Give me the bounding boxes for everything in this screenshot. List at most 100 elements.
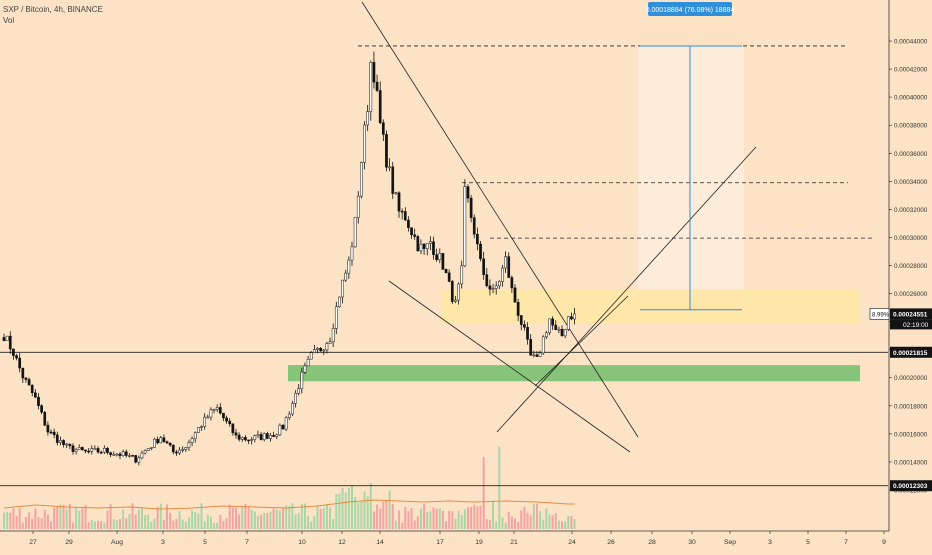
candle (551, 316, 554, 330)
candle (463, 179, 467, 268)
candle-body (391, 166, 395, 194)
price-tick-label: 0.00018000 (894, 403, 928, 410)
candle-body (12, 348, 15, 356)
candle-body (516, 301, 520, 316)
volume-bar (87, 522, 90, 529)
volume-bar (285, 505, 288, 529)
volume-bar (231, 507, 234, 529)
volume-bar (288, 506, 291, 529)
candle (472, 214, 476, 239)
volume-bar (81, 508, 84, 529)
candle-body (2, 337, 6, 341)
price-tick-label: 0.00026000 (894, 291, 928, 298)
candle (381, 119, 385, 141)
candle (43, 410, 47, 427)
volume-bar (272, 508, 275, 529)
candle-body (444, 268, 448, 274)
candle (366, 104, 370, 132)
candle (178, 447, 181, 455)
candle-body (331, 328, 335, 343)
candle (149, 447, 153, 451)
candle-body (99, 451, 103, 454)
candle (334, 301, 338, 335)
price-tick-label: 0.00036000 (894, 151, 928, 158)
candle-body (573, 313, 576, 320)
volume-bar (532, 503, 535, 529)
candle (206, 414, 210, 419)
candle-body (124, 451, 128, 456)
volume-bar (539, 510, 542, 529)
volume-bar (545, 508, 548, 529)
candle-body (165, 441, 169, 444)
candle-body (366, 111, 370, 126)
candle-body (309, 352, 313, 360)
candle-body (535, 354, 539, 357)
candle (49, 429, 53, 435)
candle-body (341, 279, 344, 298)
candle (319, 347, 322, 353)
candle-body (265, 433, 269, 439)
volume-bar (322, 508, 325, 529)
candle (281, 423, 285, 430)
time-tick-label: 30 (688, 539, 696, 546)
candle (146, 447, 150, 452)
candle (328, 337, 332, 344)
candle (62, 439, 65, 448)
candle-body (519, 315, 523, 325)
candle-body (454, 299, 457, 302)
candle (96, 446, 100, 454)
volume-bar (46, 514, 49, 529)
volume-bar (394, 520, 397, 529)
candle-body (378, 90, 382, 123)
candle-body (81, 447, 84, 451)
candle (102, 445, 106, 455)
volume-bar (150, 521, 153, 529)
candle-body (121, 451, 125, 456)
candle (341, 279, 344, 304)
candle (466, 184, 470, 203)
volume-bar (470, 506, 473, 529)
candle (504, 251, 507, 273)
candle-body (278, 424, 282, 436)
time-tick-label: 5 (203, 539, 207, 546)
volume-bar (460, 515, 463, 529)
volume-bar (454, 518, 457, 529)
price-tick-label: 0.00042000 (894, 67, 928, 74)
candle (541, 335, 545, 355)
candle-body (74, 449, 78, 452)
candle-body (131, 455, 134, 457)
volume-bar (269, 511, 272, 529)
volume-bar (197, 513, 200, 529)
candle (573, 307, 576, 325)
volume-bar (372, 511, 375, 529)
volume-bar (432, 507, 435, 529)
volume-bar (153, 518, 156, 529)
volume-bar (495, 521, 498, 529)
candle (429, 236, 432, 251)
candle (425, 243, 429, 256)
candle (250, 437, 254, 445)
volume-bar (507, 511, 510, 529)
volume-bar (175, 518, 178, 529)
candle-body (102, 447, 106, 453)
candle-body (209, 409, 213, 418)
candle-body (52, 431, 56, 436)
volume-bar (28, 512, 31, 529)
candle-body (388, 166, 391, 169)
price-tick-label: 0.00014000 (894, 459, 928, 466)
candle-body (413, 234, 417, 237)
candle (262, 432, 266, 442)
candle-body (294, 392, 297, 404)
price-tag-box (890, 480, 932, 492)
price-tick-label: 0.00044000 (894, 39, 928, 46)
volume-bar (310, 521, 313, 529)
candle-body (410, 227, 413, 236)
time-tick-label: 12 (338, 539, 346, 546)
volume-bar (561, 521, 564, 529)
wedge-lower-trendline (388, 280, 631, 453)
candle-body (109, 452, 112, 455)
volume-bar (241, 505, 244, 529)
candle-body (262, 433, 266, 440)
volume-bar (40, 518, 43, 529)
